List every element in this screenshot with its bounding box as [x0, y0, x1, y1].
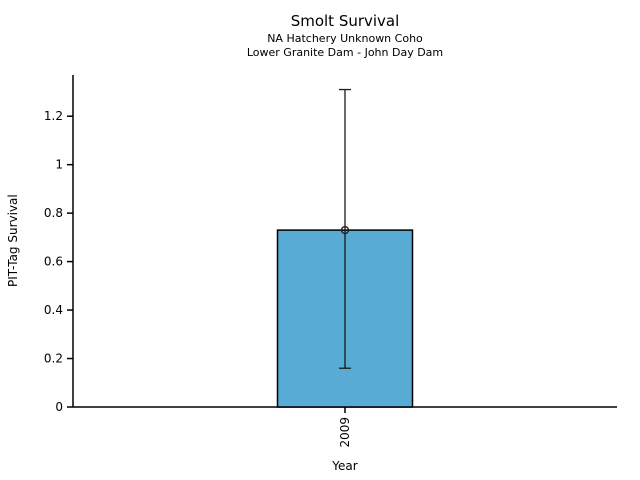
x-tick-label: 2009 — [338, 417, 352, 448]
y-tick-label: 0.8 — [44, 206, 63, 220]
y-tick-label: 0 — [55, 400, 63, 414]
y-tick-label: 0.4 — [44, 303, 63, 317]
x-axis-label: Year — [332, 459, 358, 473]
y-tick-label: 1 — [55, 158, 63, 172]
y-tick-label: 0.6 — [44, 255, 63, 269]
chart-title: Smolt Survival — [290, 12, 400, 30]
chart-subtitle-line2: Lower Granite Dam - John Day Dam — [246, 46, 444, 59]
y-tick-label: 1.2 — [44, 109, 63, 123]
y-tick-label: 0.2 — [44, 352, 63, 366]
chart-subtitle-line1: NA Hatchery Unknown Coho — [267, 32, 423, 45]
y-axis-label: PIT-Tag Survival — [6, 194, 20, 288]
data-point-marker — [340, 225, 350, 235]
